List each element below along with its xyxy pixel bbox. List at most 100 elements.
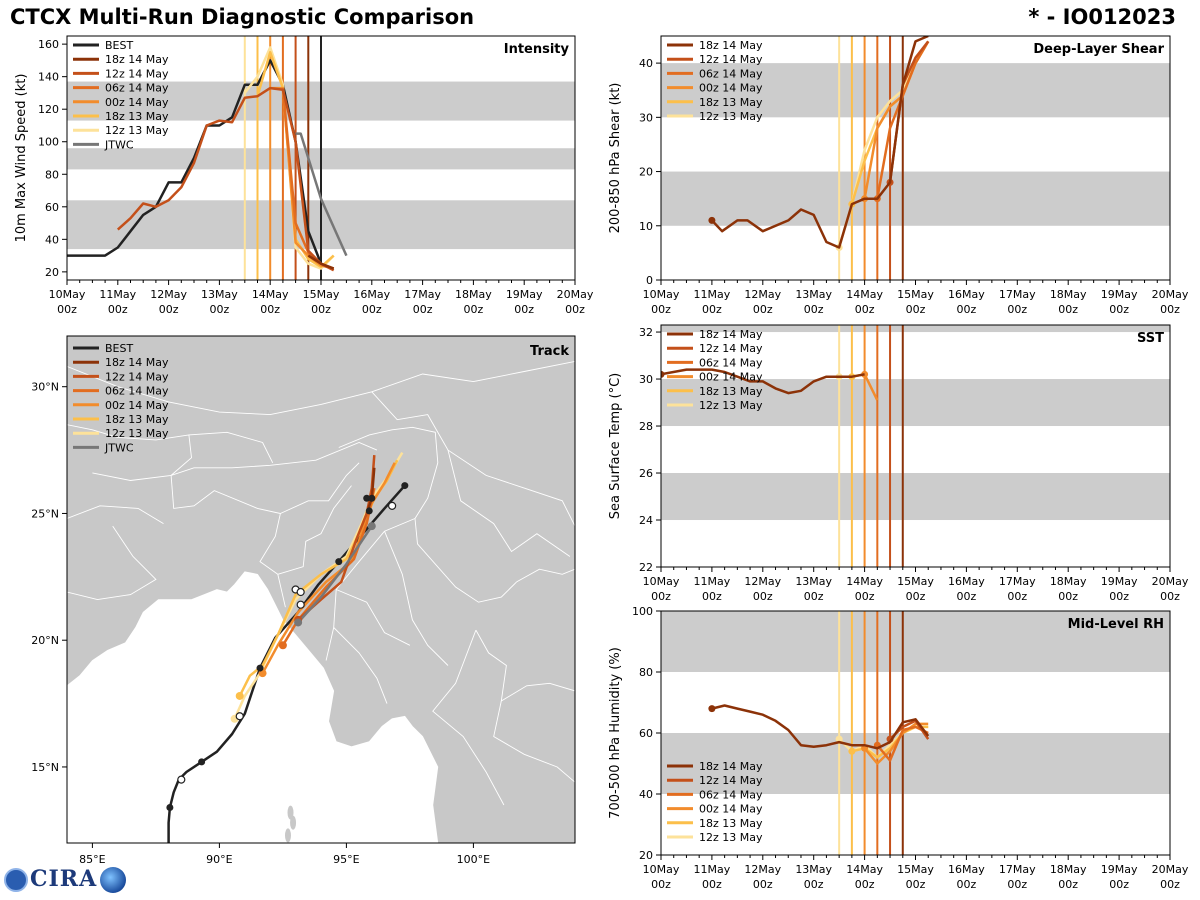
island: [284, 828, 291, 843]
legend-label: 18z 14 May: [699, 760, 763, 773]
legend-label: 06z 14 May: [699, 788, 763, 801]
legend-label: 00z 14 May: [699, 371, 763, 384]
boundary-line: [280, 462, 360, 514]
x-tick-label: 16May: [948, 288, 985, 301]
x-tick-sublabel: 00z: [1160, 878, 1180, 891]
series-line: [116, 86, 335, 272]
legend-label: 12z 14 May: [699, 342, 763, 355]
x-tick-sublabel: 00z: [1109, 590, 1129, 603]
x-tick-label: 18May: [1050, 288, 1087, 301]
x-tick-label: 15May: [303, 288, 340, 301]
x-tick-sublabel: 00z: [702, 590, 722, 603]
x-tick-label: 19May: [1101, 863, 1138, 876]
x-tick-label: 20May: [1152, 575, 1189, 588]
x-tick-label: 14May: [846, 863, 883, 876]
legend-label: BEST: [105, 342, 133, 355]
best-track-marker-open: [296, 600, 305, 609]
cira-logo: CIRA: [4, 866, 127, 893]
track-marker: [367, 522, 376, 531]
series-group: [708, 36, 930, 251]
legend-label: 00z 14 May: [699, 82, 763, 95]
legend-label: BEST: [105, 39, 133, 52]
x-tick-label: 13May: [795, 288, 832, 301]
x-tick-label: 18May: [1050, 863, 1087, 876]
x-tick-sublabel: 00z: [957, 303, 977, 316]
x-tick-sublabel: 00z: [651, 303, 671, 316]
legend-label: 06z 14 May: [105, 82, 169, 95]
y-tick-label: 15°N: [31, 761, 59, 774]
legend-label: 12z 13 May: [699, 399, 763, 412]
legend-label: 06z 14 May: [699, 67, 763, 80]
legend-label: 12z 13 May: [105, 427, 169, 440]
x-tick-label: 13May: [795, 575, 832, 588]
x-tick-sublabel: 00z: [210, 303, 230, 316]
series-marker: [835, 735, 843, 743]
y-tick-label: 30: [639, 373, 653, 386]
y-tick-label: 140: [38, 71, 59, 84]
legend-label: 06z 14 May: [105, 385, 169, 398]
panel-track: 85°E 90°E 95°E 100°E 15°N 20°N 25°N 30°N Track BE…: [31, 335, 576, 866]
track-line: [297, 525, 373, 624]
y-tick-label: 20: [639, 849, 653, 862]
y-tick-label: 26: [639, 467, 653, 480]
x-tick-label: 10May: [643, 575, 680, 588]
legend-label: 18z 14 May: [105, 356, 169, 369]
island: [287, 805, 294, 820]
y-tick-label: 20: [45, 266, 59, 279]
series-marker: [848, 747, 856, 755]
legend-label: 18z 13 May: [699, 385, 763, 398]
x-tick-label: 20May: [1152, 863, 1189, 876]
x-tick-label: 11May: [99, 288, 136, 301]
best-track-marker: [368, 494, 376, 502]
y-tick-label: 80: [45, 168, 59, 181]
x-tick-label: 18May: [455, 288, 492, 301]
boundary-line: [67, 505, 164, 524]
legend-label: 18z 13 May: [699, 96, 763, 109]
boundary-line: [170, 475, 286, 608]
legend-label: 12z 14 May: [105, 67, 169, 80]
x-tick-sublabel: 00z: [362, 303, 382, 316]
x-tick-label: 11May: [694, 575, 731, 588]
y-tick-label: 100: [38, 136, 59, 149]
x-tick-label: 95°E: [333, 853, 359, 866]
x-tick-label: 19May: [506, 288, 543, 301]
track-marker: [294, 618, 303, 627]
boundary-line: [338, 426, 517, 603]
series-group: [708, 704, 930, 765]
threshold-band: [661, 611, 1170, 672]
y-tick-label: 10: [639, 220, 653, 233]
boundary-line: [493, 700, 575, 783]
x-tick-sublabel: 00z: [906, 590, 926, 603]
x-tick-label: 85°E: [79, 853, 105, 866]
x-tick-sublabel: 00z: [804, 303, 824, 316]
y-tick-label: 28: [639, 420, 653, 433]
x-tick-label: 14May: [846, 288, 883, 301]
x-tick-sublabel: 00z: [108, 303, 128, 316]
boundary-line: [67, 525, 157, 601]
series-line: [307, 254, 335, 270]
island: [290, 815, 297, 830]
legend-label: 00z 14 May: [105, 399, 169, 412]
x-tick-label: 19May: [1101, 575, 1138, 588]
boundary-line: [371, 391, 575, 527]
logo-ring-icon: [4, 868, 28, 892]
best-track-marker-open: [177, 775, 186, 784]
y-tick-label: 24: [639, 514, 653, 527]
x-tick-label: 11May: [694, 288, 731, 301]
x-tick-sublabel: 00z: [651, 590, 671, 603]
x-tick-sublabel: 00z: [1007, 590, 1027, 603]
x-tick-label: 10May: [49, 288, 86, 301]
boundary-line: [447, 449, 571, 557]
x-tick-sublabel: 00z: [159, 303, 179, 316]
x-tick-label: 17May: [404, 288, 441, 301]
boundary-line: [67, 424, 189, 441]
best-track-marker-open: [388, 501, 397, 510]
x-tick-sublabel: 00z: [906, 878, 926, 891]
x-tick-sublabel: 00z: [1109, 303, 1129, 316]
best-track-marker: [335, 558, 343, 566]
panel-sst: 10May 00z 11May 00z 12May 00z 13May 00z 14May 00z…: [608, 324, 1189, 603]
boundary-line: [325, 518, 416, 661]
y-axis-label: 700-500 hPa Humidity (%): [608, 647, 623, 819]
x-tick-sublabel: 00z: [1058, 590, 1078, 603]
